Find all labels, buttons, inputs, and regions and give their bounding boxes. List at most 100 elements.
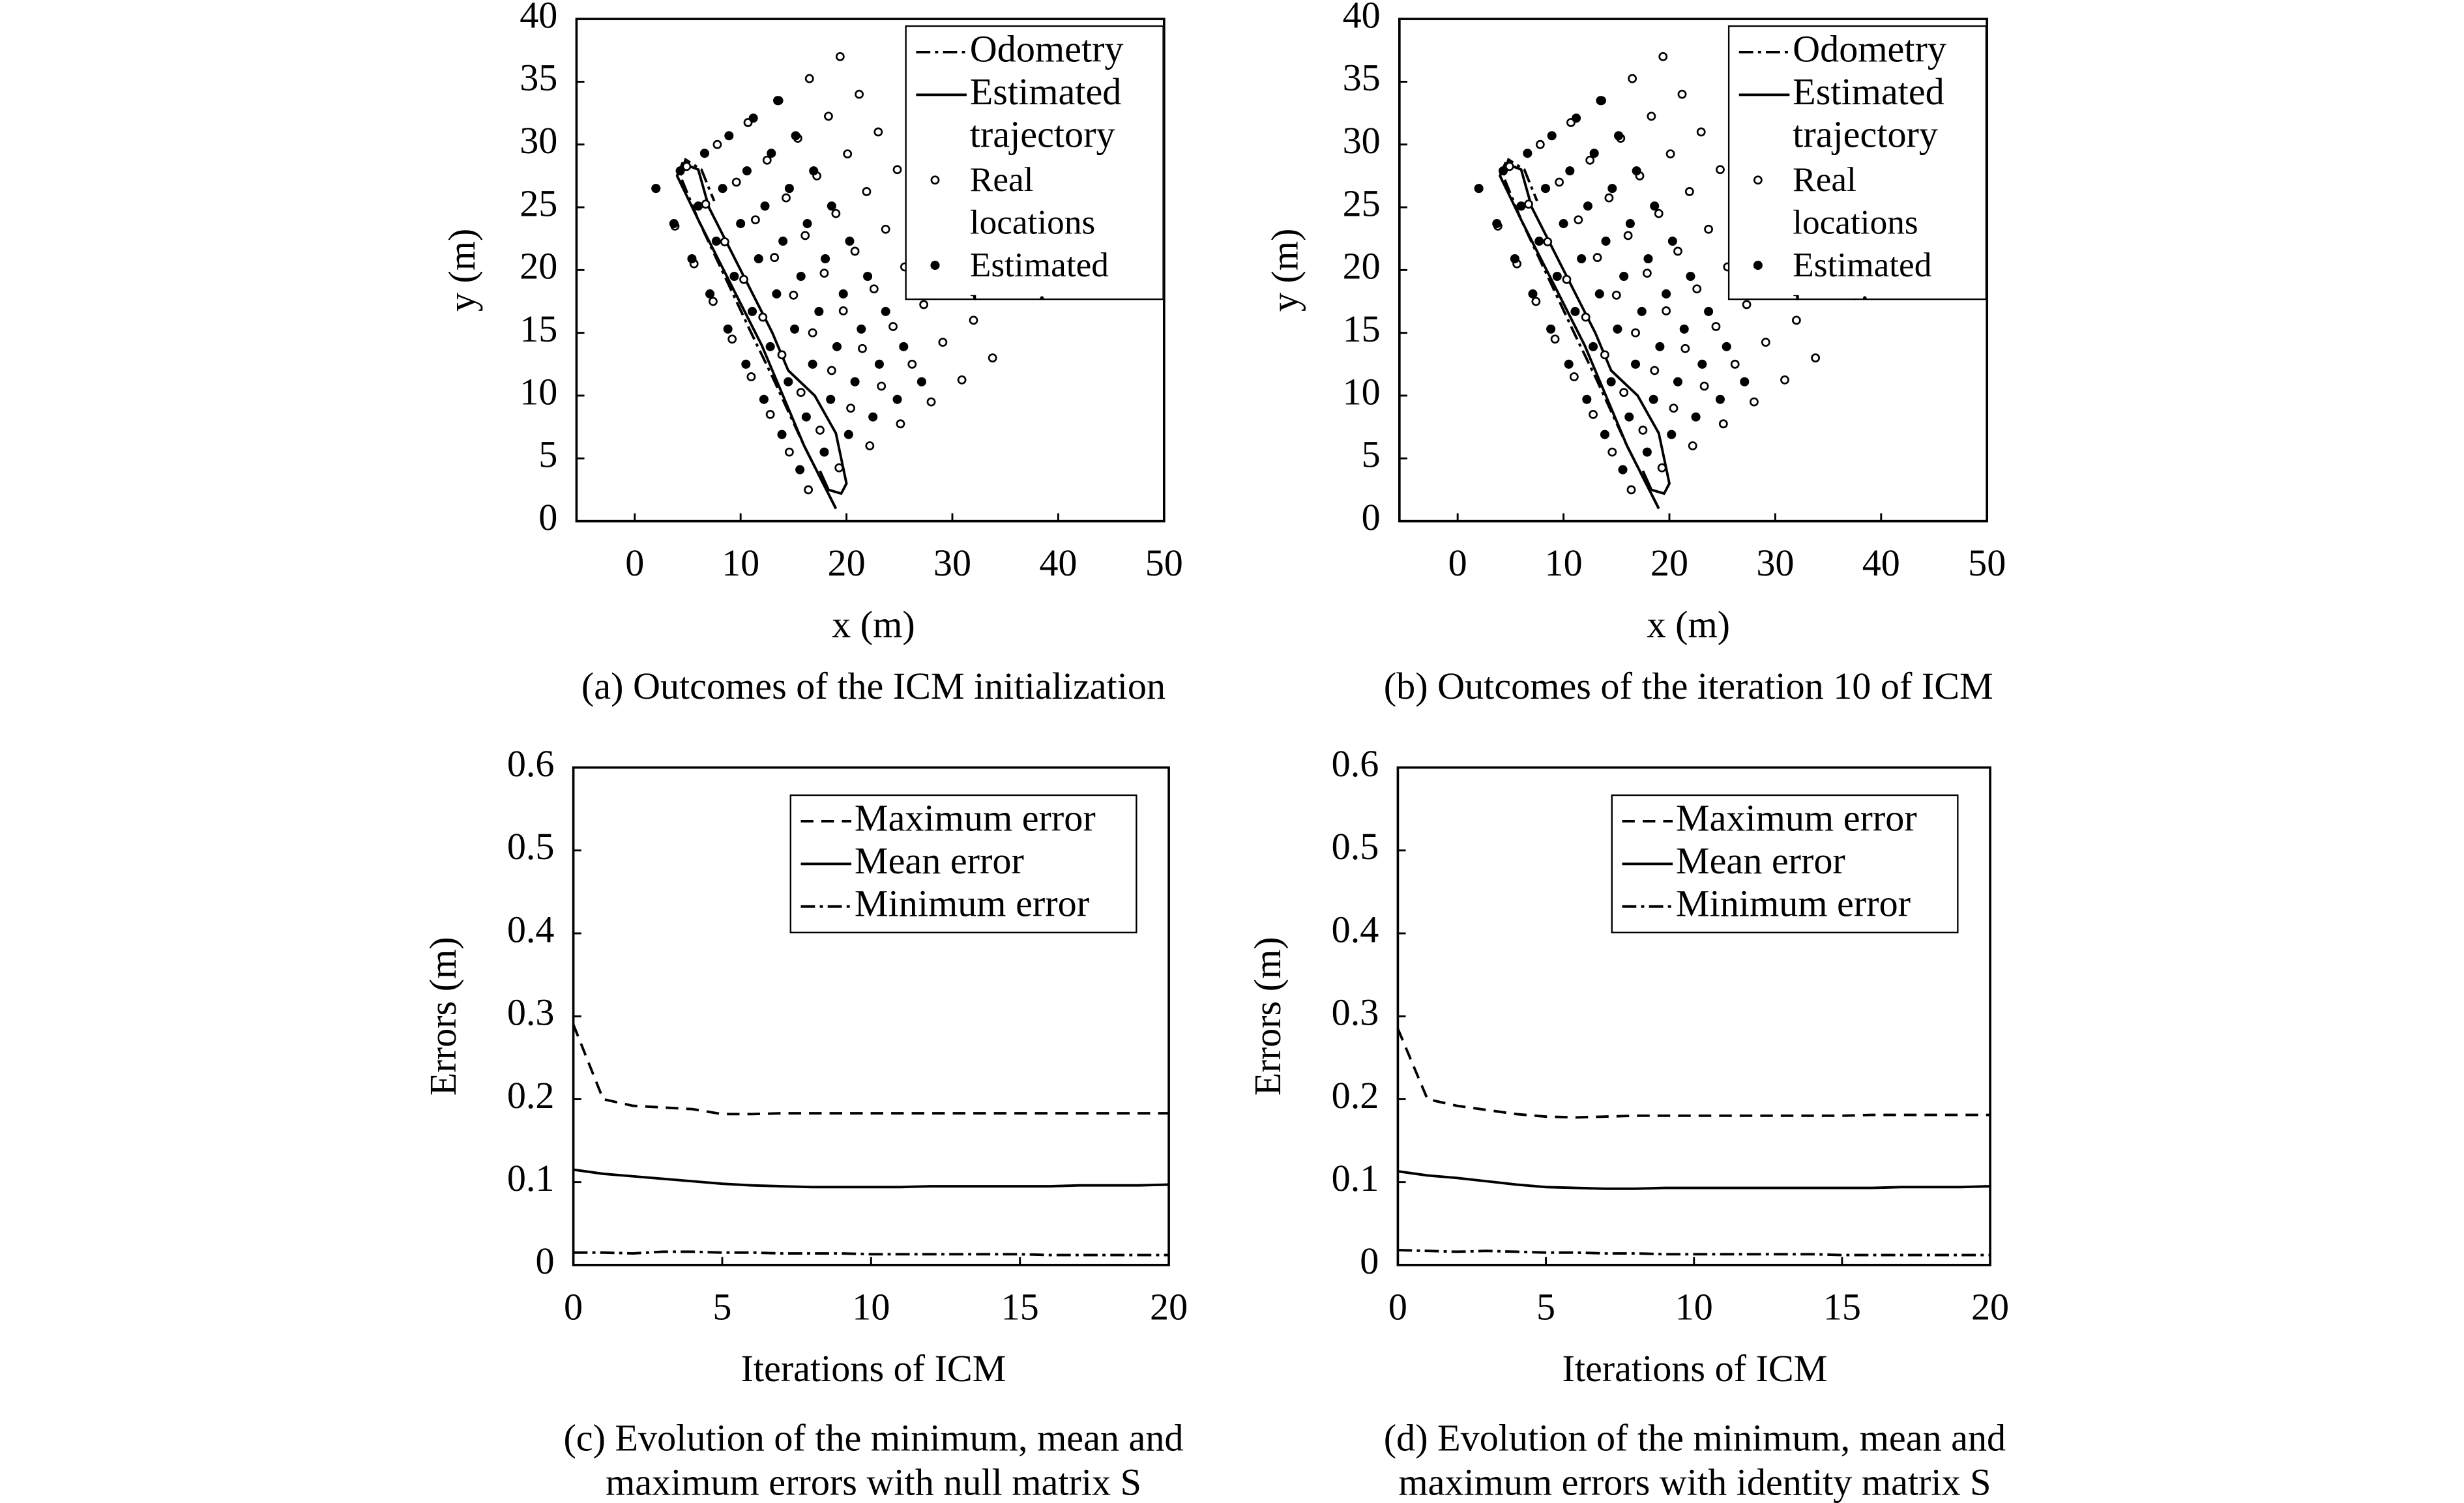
y-tick-label: 0 <box>1362 496 1381 538</box>
point <box>1524 199 1533 209</box>
point <box>699 149 709 158</box>
point <box>1697 359 1707 369</box>
legend-label: Estimated trajectory <box>969 72 1122 156</box>
y-tick-label: 30 <box>1343 119 1381 162</box>
legend-marker <box>1753 261 1763 270</box>
point <box>808 359 817 369</box>
point <box>1704 306 1714 316</box>
y-tick-label: 0.4 <box>507 908 555 950</box>
point <box>1791 315 1801 325</box>
point <box>1589 342 1598 351</box>
x-axis-label: x (m) <box>1647 604 1730 646</box>
y-tick-label: 40 <box>1343 0 1381 36</box>
point <box>917 377 926 387</box>
point <box>1716 165 1725 175</box>
point <box>1528 289 1538 299</box>
point <box>1589 409 1598 419</box>
chart: 0 10 20 30 40 50 0 5 10 15 20 25 30 35 40 x (m) y (m) (a)… <box>441 0 1183 707</box>
point <box>988 353 997 363</box>
point <box>1618 465 1628 474</box>
y-tick-label: 0.5 <box>1332 825 1379 868</box>
legend-swatch <box>800 905 852 908</box>
legend-swatch <box>1622 905 1673 908</box>
point <box>675 166 685 176</box>
legend-label: Estimated locations <box>969 244 1109 300</box>
x-tick-label: 5 <box>1536 1285 1555 1328</box>
point <box>1658 51 1668 61</box>
point <box>784 184 794 194</box>
y-tick-label: 0.2 <box>507 1074 555 1116</box>
x-tick-label: 10 <box>1675 1285 1713 1328</box>
y-tick-label: 25 <box>520 182 557 224</box>
point <box>804 74 814 83</box>
point <box>843 149 853 159</box>
point <box>682 162 692 171</box>
point <box>1619 271 1629 281</box>
point <box>1565 166 1575 176</box>
legend-swatch <box>1738 93 1790 96</box>
point <box>791 131 800 141</box>
point <box>865 441 875 450</box>
y-tick-label: 20 <box>520 245 557 287</box>
y-tick-label: 10 <box>520 370 557 413</box>
legend-marker <box>930 261 940 270</box>
point <box>759 394 769 404</box>
x-axis-label: x (m) <box>832 604 915 646</box>
legend-entry: Mean error <box>1619 841 1951 884</box>
legend-swatch <box>916 51 967 53</box>
point <box>1696 127 1706 137</box>
point <box>874 359 884 369</box>
series-line <box>1398 1249 1991 1257</box>
point <box>819 269 829 278</box>
point <box>1625 219 1635 229</box>
y-tick-label: 0.1 <box>1332 1157 1379 1199</box>
point <box>778 237 788 246</box>
y-tick-label: 0.3 <box>1332 991 1379 1034</box>
point <box>815 426 825 435</box>
point <box>1642 269 1652 278</box>
point <box>1750 397 1759 407</box>
y-tick-label: 0.2 <box>1332 1074 1379 1116</box>
point <box>1614 131 1624 141</box>
point <box>669 219 679 229</box>
y-axis-label: y (m) <box>441 229 483 312</box>
point <box>857 324 866 334</box>
x-tick-label: 10 <box>722 542 759 584</box>
series-line <box>675 162 848 510</box>
point <box>1684 187 1694 196</box>
point <box>896 419 905 429</box>
y-tick-label: 30 <box>520 119 557 162</box>
point <box>919 300 929 310</box>
point <box>1606 377 1616 387</box>
point <box>838 306 848 315</box>
x-tick-label: 20 <box>1150 1285 1188 1328</box>
series-line <box>573 1168 1169 1189</box>
point <box>784 377 793 387</box>
point <box>1510 254 1519 264</box>
point <box>765 342 775 351</box>
point <box>784 447 794 457</box>
legend-label: Minimum error <box>1675 884 1911 926</box>
x-tick-label: 15 <box>1001 1285 1039 1328</box>
legend-swatch <box>1753 175 1763 185</box>
point <box>892 165 902 175</box>
legend-swatch <box>930 175 940 185</box>
point <box>1589 149 1599 158</box>
point <box>1642 447 1652 457</box>
point <box>831 209 841 218</box>
legend-entry: Odometry <box>1736 30 1979 72</box>
point <box>1631 328 1640 338</box>
point <box>850 246 860 256</box>
point <box>821 254 830 264</box>
point <box>1742 300 1752 310</box>
legend-swatch <box>1622 862 1673 866</box>
point <box>1692 284 1702 294</box>
legend-box: Maximum error Mean error Minimum error <box>1611 794 1959 934</box>
chart: 0 5 10 15 20 0 0.1 0.2 0.3 0.4 0.5 0.6 Iterations of… <box>1246 742 2009 1503</box>
point <box>711 237 721 246</box>
legend-label: Maximum error <box>854 799 1096 841</box>
x-tick-label: 50 <box>1968 542 2006 584</box>
y-tick-label: 5 <box>538 433 557 476</box>
